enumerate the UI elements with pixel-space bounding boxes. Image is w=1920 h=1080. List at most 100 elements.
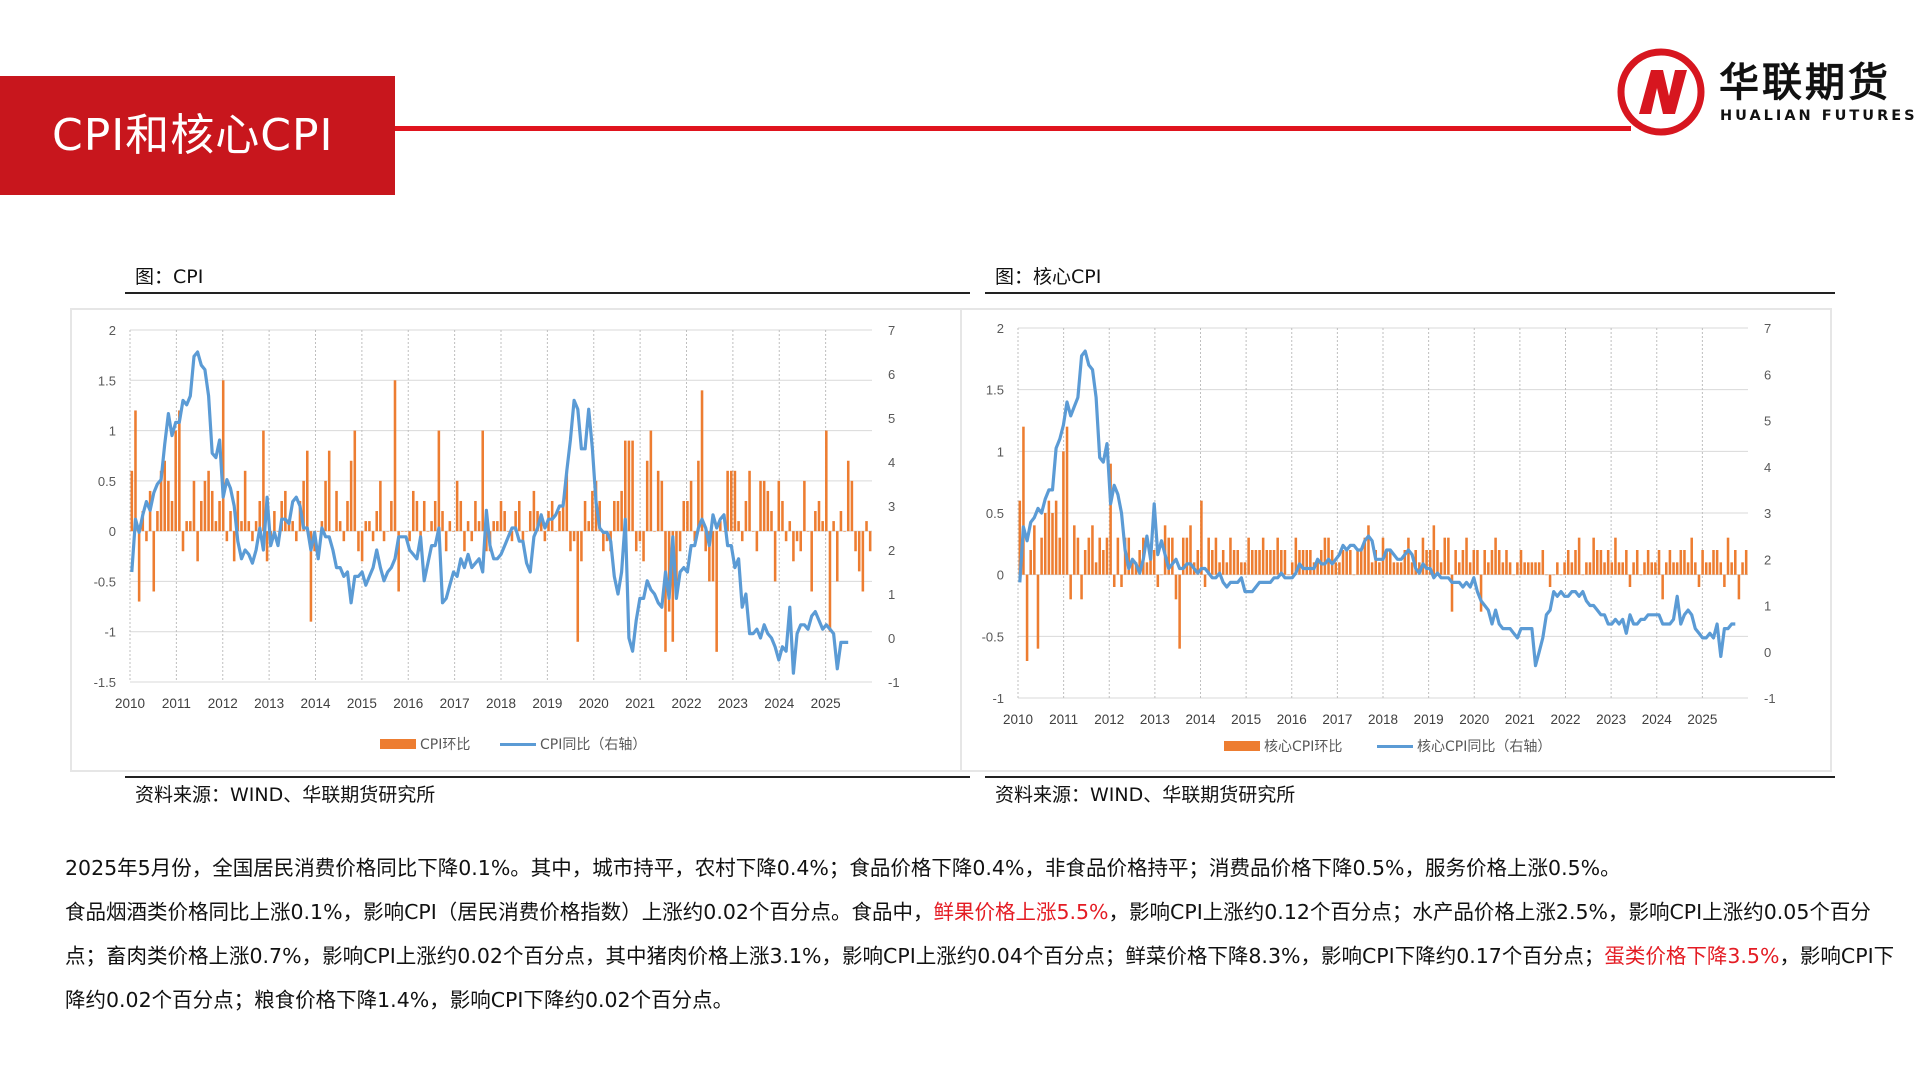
x-tick-label: 2010 [115, 696, 145, 711]
bar [390, 500, 393, 532]
bar [1494, 537, 1497, 575]
bar [1356, 550, 1359, 575]
bar [1418, 562, 1421, 575]
bar [1243, 562, 1247, 575]
bar [1047, 500, 1051, 575]
description-line-2: 食品烟酒类价格同比上涨0.1%，影响CPI（居民消费价格指数）上涨约0.02个百… [65, 890, 1895, 1022]
bar [1665, 562, 1668, 575]
x-tick-label: 2015 [1231, 712, 1261, 727]
bar [1265, 550, 1269, 575]
bar [1316, 562, 1319, 575]
bar [708, 531, 711, 582]
bar [1098, 537, 1101, 575]
bar [463, 531, 466, 552]
cpi-panel: 图：CPI [125, 262, 970, 294]
bar [507, 531, 510, 532]
bar [240, 521, 243, 532]
bar [1694, 562, 1697, 575]
legend-label: 核心CPI同比（右轴） [1417, 739, 1552, 755]
bar [1116, 537, 1120, 575]
x-tick-label: 2023 [1596, 712, 1626, 727]
y-left-tick-label: 1.5 [986, 383, 1004, 398]
bar [1548, 574, 1552, 587]
x-tick-label: 2014 [1185, 712, 1216, 727]
bar [1189, 525, 1192, 575]
bar [748, 470, 751, 532]
bar [1635, 550, 1639, 575]
bar [1621, 562, 1624, 575]
bar [1704, 562, 1708, 575]
bar [737, 521, 740, 532]
y-left-tick-label: 0.5 [98, 474, 116, 489]
bar [1181, 537, 1185, 575]
bar [291, 521, 294, 532]
x-tick-label: 2023 [718, 696, 748, 711]
bar [167, 480, 170, 532]
bar [192, 480, 196, 532]
bar [1399, 562, 1403, 575]
bar [558, 511, 561, 532]
x-tick-label: 2025 [811, 696, 841, 711]
bar [492, 521, 495, 532]
bar [368, 521, 371, 532]
y-left-tick-label: -0.5 [982, 629, 1004, 644]
bar [1276, 537, 1279, 575]
bar [1650, 562, 1654, 575]
bar [700, 390, 704, 532]
bar [207, 470, 210, 532]
bar [627, 440, 631, 532]
bar [825, 430, 828, 532]
bar [1207, 537, 1210, 575]
bar [854, 531, 857, 552]
core-cpi-chart-source: 资料来源：WIND、华联期货研究所 [985, 776, 1835, 810]
bar [1363, 537, 1367, 575]
bar [832, 521, 835, 532]
bar [265, 531, 269, 562]
bar [591, 490, 594, 532]
bar [623, 440, 627, 532]
bar [846, 460, 850, 532]
bar [214, 521, 218, 532]
bar [1120, 574, 1123, 587]
x-tick-label: 2010 [1003, 712, 1033, 727]
bar [528, 511, 532, 532]
bar [1385, 550, 1388, 575]
bar [1556, 562, 1559, 575]
bar [503, 511, 506, 532]
bar [514, 511, 517, 532]
y-right-tick-label: 0 [1764, 645, 1771, 660]
x-tick-label: 2014 [300, 696, 331, 711]
bar [1436, 550, 1439, 575]
bar [1697, 574, 1701, 587]
bar [448, 521, 452, 532]
bar [671, 531, 675, 642]
bar [1403, 550, 1407, 575]
legend-bar-swatch [380, 739, 416, 749]
bar [335, 490, 338, 532]
bar [1367, 525, 1370, 575]
bar [1737, 574, 1741, 600]
x-tick-label: 2019 [532, 696, 562, 711]
bar [1563, 562, 1566, 575]
x-tick-label: 2016 [1277, 712, 1307, 727]
bar [364, 521, 368, 532]
bar [539, 521, 543, 532]
bar [309, 531, 313, 622]
bar [1091, 525, 1094, 575]
bar [803, 480, 806, 532]
core-cpi-chart-frame: -1 -0.5 0 0.5 1 1.5 2 -1 0 1 2 3 4 5 6 7 2010 2011 2012 201… [960, 308, 1832, 772]
bar [145, 531, 148, 542]
bar [1654, 562, 1657, 575]
bar [1374, 550, 1378, 575]
bar [1236, 550, 1239, 575]
bar [466, 521, 470, 532]
legend-line-swatch [500, 742, 536, 746]
bar [1566, 550, 1570, 575]
bar [1018, 500, 1022, 575]
y-right-tick-label: 0 [888, 631, 895, 646]
bar [1080, 574, 1083, 600]
bar [156, 511, 159, 532]
bar [744, 500, 748, 532]
cpi-legend-bar: CPI环比 [380, 734, 470, 754]
y-right-tick-label: 3 [1764, 506, 1771, 521]
